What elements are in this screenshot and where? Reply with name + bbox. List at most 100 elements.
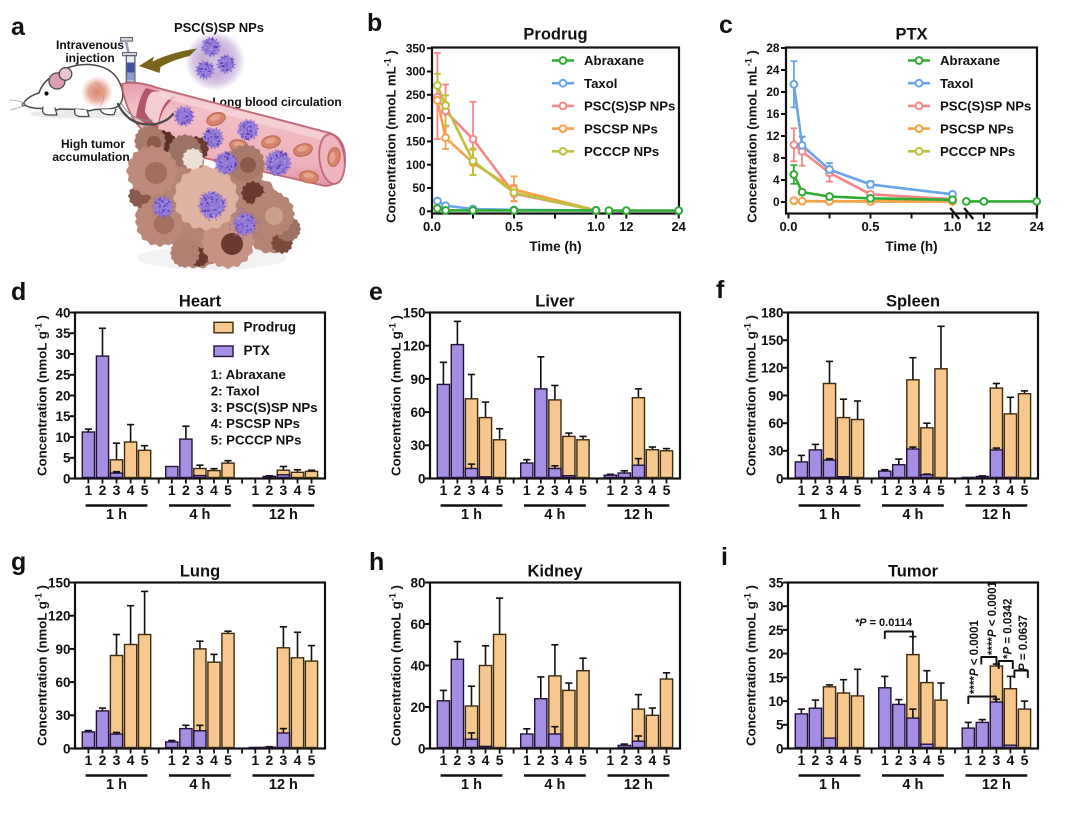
svg-text:4 h: 4 h — [544, 507, 565, 523]
svg-text:Abraxane: Abraxane — [584, 53, 644, 68]
svg-text:Concentration (nmoL g-1 ): Concentration (nmoL g-1 ) — [743, 585, 759, 746]
svg-text:e: e — [369, 278, 383, 306]
svg-text:Taxol: Taxol — [940, 76, 973, 91]
svg-text:Heart: Heart — [179, 293, 222, 311]
svg-text:4 h: 4 h — [189, 507, 210, 523]
svg-text:0: 0 — [773, 195, 780, 209]
svg-text:5: 5 — [937, 482, 945, 498]
svg-text:3: 3 — [551, 752, 559, 768]
svg-text:12: 12 — [619, 219, 633, 234]
svg-text:24: 24 — [1029, 219, 1044, 234]
svg-text:12: 12 — [766, 129, 780, 143]
svg-text:3: PSC(S)SP NPs: 3: PSC(S)SP NPs — [211, 400, 318, 415]
svg-text:d: d — [11, 278, 26, 306]
svg-text:4: 4 — [840, 482, 848, 498]
svg-text:4: 4 — [1007, 482, 1015, 498]
svg-text:4: 4 — [1007, 752, 1015, 768]
svg-text:250: 250 — [406, 88, 426, 102]
svg-text:5: 5 — [579, 752, 587, 768]
svg-text:2: 2 — [895, 482, 903, 498]
svg-text:b: b — [367, 9, 382, 37]
svg-text:120: 120 — [761, 361, 784, 376]
svg-text:accumulation: accumulation — [52, 150, 129, 164]
svg-text:5: 5 — [141, 752, 149, 768]
svg-text:Prodrug: Prodrug — [244, 320, 297, 335]
svg-text:5: 5 — [663, 482, 671, 498]
svg-text:5: 5 — [579, 482, 587, 498]
svg-text:24: 24 — [671, 219, 686, 234]
svg-text:100: 100 — [406, 158, 426, 172]
svg-text:12 h: 12 h — [269, 507, 298, 523]
svg-text:h: h — [369, 548, 384, 576]
svg-text:1 h: 1 h — [461, 777, 482, 793]
svg-text:4: 4 — [649, 482, 657, 498]
svg-text:2: 2 — [978, 752, 986, 768]
svg-text:2: 2 — [978, 482, 986, 498]
svg-text:1.0: 1.0 — [943, 219, 961, 234]
svg-text:5: 5 — [1021, 482, 1029, 498]
svg-text:2: 2 — [537, 482, 545, 498]
svg-text:1 h: 1 h — [106, 777, 127, 793]
svg-text:5: 5 — [776, 718, 784, 733]
svg-text:3: 3 — [280, 752, 288, 768]
svg-text:3: 3 — [468, 482, 476, 498]
svg-text:g: g — [11, 548, 26, 576]
svg-text:1: 1 — [168, 482, 176, 498]
svg-text:4: PSCSP NPs: 4: PSCSP NPs — [211, 416, 300, 431]
svg-text:4: 4 — [482, 752, 490, 768]
svg-text:3: 3 — [993, 482, 1001, 498]
svg-text:Liver: Liver — [535, 293, 575, 311]
svg-text:a: a — [11, 13, 26, 41]
svg-text:4: 4 — [127, 482, 135, 498]
svg-text:3: 3 — [280, 482, 288, 498]
svg-text:30: 30 — [768, 599, 783, 614]
svg-text:4: 4 — [294, 752, 302, 768]
svg-text:PSC(S)SP NPs: PSC(S)SP NPs — [940, 99, 1031, 114]
svg-text:Concentration (nmoL g-1 ): Concentration (nmoL g-1 ) — [388, 315, 404, 476]
svg-text:4 h: 4 h — [189, 777, 210, 793]
svg-text:150: 150 — [48, 575, 71, 590]
svg-text:200: 200 — [406, 111, 426, 125]
svg-text:2: 2 — [266, 752, 274, 768]
svg-text:3: 3 — [993, 752, 1001, 768]
svg-text:12 h: 12 h — [269, 777, 298, 793]
svg-text:3: 3 — [196, 482, 204, 498]
svg-text:20: 20 — [768, 647, 783, 662]
svg-text:1 h: 1 h — [819, 777, 840, 793]
svg-text:1: 1 — [523, 482, 531, 498]
svg-text:Kidney: Kidney — [527, 563, 583, 581]
svg-text:8: 8 — [773, 151, 780, 165]
svg-text:4 h: 4 h — [544, 777, 565, 793]
svg-text:3: 3 — [551, 482, 559, 498]
svg-text:60: 60 — [410, 405, 425, 420]
svg-text:0: 0 — [63, 471, 71, 486]
svg-text:12 h: 12 h — [982, 507, 1011, 523]
svg-text:5: 5 — [308, 752, 316, 768]
svg-text:25: 25 — [768, 623, 784, 638]
svg-text:2: 2 — [620, 482, 628, 498]
svg-text:Concentration (nmoL mL-1 ): Concentration (nmoL mL-1 ) — [383, 50, 399, 223]
svg-text:30: 30 — [410, 438, 425, 453]
svg-text:0: 0 — [63, 741, 71, 756]
svg-text:2: 2 — [99, 482, 107, 498]
svg-text:5: 5 — [663, 752, 671, 768]
svg-text:2: 2 — [99, 752, 107, 768]
svg-text:Lung: Lung — [180, 563, 220, 581]
svg-text:Time (h): Time (h) — [529, 239, 581, 254]
svg-text:5: 5 — [63, 451, 71, 466]
svg-text:2: Taxol: 2: Taxol — [211, 383, 260, 398]
svg-text:4: 4 — [773, 173, 780, 187]
svg-text:Spleen: Spleen — [886, 293, 940, 311]
svg-text:35: 35 — [55, 326, 71, 341]
svg-text:90: 90 — [768, 388, 783, 403]
svg-text:1: 1 — [964, 482, 972, 498]
svg-text:3: 3 — [635, 752, 643, 768]
svg-text:PSCSP NPs: PSCSP NPs — [940, 121, 1014, 136]
svg-text:3: 3 — [113, 752, 121, 768]
svg-text:5: 5 — [496, 752, 504, 768]
svg-text:60: 60 — [768, 416, 783, 431]
svg-text:Tumor: Tumor — [888, 563, 939, 581]
svg-text:1: 1 — [798, 752, 806, 768]
svg-text:5: 5 — [854, 752, 862, 768]
svg-text:PCCCP NPs: PCCCP NPs — [940, 144, 1015, 159]
